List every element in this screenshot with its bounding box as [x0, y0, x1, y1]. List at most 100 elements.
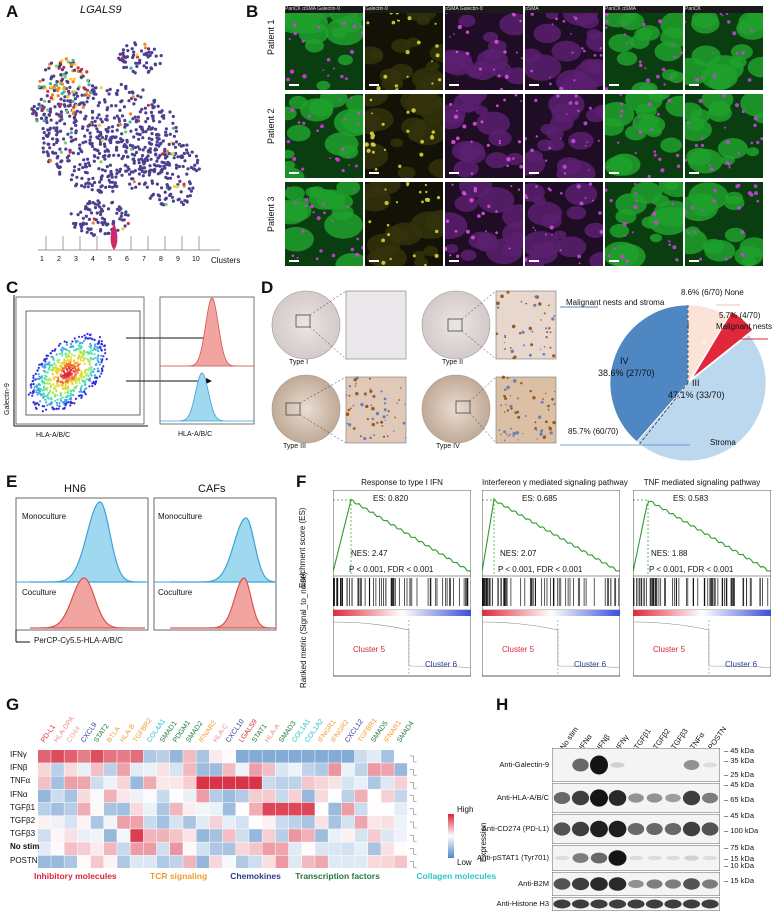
cytometry-event: [38, 363, 41, 366]
tsne-point: [42, 112, 46, 116]
ihc-speck: [383, 397, 387, 401]
tsne-point: [87, 83, 91, 87]
heatmap-cell: [77, 750, 91, 763]
heatmap-cell: [183, 802, 196, 816]
heatmap-cell: [381, 816, 394, 829]
cytometry-event: [51, 349, 54, 353]
tsne-point: [131, 117, 135, 121]
condition-label: TGFβ2: [10, 816, 36, 825]
cytometry-event: [33, 385, 36, 388]
ihc-speck: [545, 392, 547, 394]
micrograph: PanCK αSMA Galectin-9: [285, 6, 363, 90]
cytometry-event: [79, 342, 82, 345]
ihc-speck: [517, 415, 521, 419]
tsne-point: [137, 158, 141, 162]
tsne-point: [99, 160, 103, 164]
tsne-point: [124, 55, 128, 60]
tsne-point: [66, 95, 70, 99]
tsne-point: [62, 65, 66, 69]
tsne-point: [141, 88, 145, 92]
heatmap-cell: [236, 855, 249, 868]
ihc-speck: [531, 330, 534, 333]
heatmap-cell: [51, 816, 64, 829]
tsne-point: [128, 120, 132, 124]
cytometry-event: [54, 388, 57, 391]
heatmap-cell: [222, 802, 236, 816]
tsne-point: [152, 163, 156, 167]
ihc-speck: [506, 409, 510, 412]
cytometry-event: [73, 354, 76, 357]
pie-iv-pct: 38.6% (27/70): [598, 368, 655, 378]
tsne-point: [108, 163, 112, 167]
tsne-point: [152, 169, 156, 174]
cytometry-event: [56, 398, 59, 401]
tsne-point: [93, 154, 97, 158]
heatmap-cell: [156, 763, 170, 776]
ihc-speck: [506, 377, 509, 379]
blot-band: [664, 899, 682, 909]
cytometry-event: [71, 389, 74, 392]
scale-bar: [369, 260, 379, 262]
gsea-cluster5: Cluster 5: [653, 645, 686, 654]
tsne-point: [73, 62, 77, 67]
heatmap-cell: [275, 763, 289, 776]
cytometry-event: [69, 401, 72, 404]
category-label: Chemokines: [230, 871, 281, 881]
tsne-point: [183, 159, 187, 163]
tsne-point: [174, 163, 178, 167]
blot-band: [553, 822, 571, 836]
cytometry-event: [63, 363, 66, 366]
ihc-speck: [500, 433, 502, 436]
cytometry-event: [49, 378, 53, 381]
cytometry-event: [55, 389, 58, 393]
ihc-speck: [543, 346, 546, 348]
tsne-point: [135, 132, 139, 136]
micrograph: [285, 94, 363, 178]
tsne-point: [109, 141, 113, 145]
blot-label: Anti-pSTAT1 (Tyr701): [477, 853, 549, 862]
cytometry-event: [48, 377, 51, 380]
tsne-point: [41, 78, 45, 82]
cytometry-event: [43, 405, 46, 408]
cytometry-event: [67, 385, 70, 388]
heatmap-cell: [170, 763, 183, 776]
tsne-point: [160, 167, 164, 171]
cytometry-event: [103, 345, 106, 348]
tsne-point: [58, 170, 62, 174]
blot-strip: [552, 814, 720, 844]
ihc-speck: [543, 312, 546, 315]
ihc-speck: [366, 418, 369, 421]
heatmap-cell: [209, 829, 223, 842]
ihc-speck: [347, 408, 351, 412]
ihc-speck: [504, 336, 507, 339]
tsne-point: [63, 141, 67, 145]
tsne-point: [73, 225, 77, 229]
cytometry-event: [44, 398, 47, 401]
heatmap-cell: [288, 855, 302, 868]
blot-band: [702, 879, 718, 889]
tsne-point: [119, 140, 124, 144]
tsne-point: [72, 169, 76, 173]
tsne-point: [36, 107, 40, 111]
ihc-speck: [352, 404, 355, 407]
heatmap-cell: [328, 776, 342, 790]
blot-band: [608, 820, 627, 838]
scale-bar: [449, 172, 459, 174]
cytometry-event: [61, 396, 64, 399]
heatmap-cell: [156, 816, 170, 829]
tsne-point: [88, 208, 92, 212]
heatmap-cell: [130, 776, 144, 790]
tsne-point: [159, 110, 163, 114]
scale-bar: [369, 172, 379, 174]
ihc-speck: [510, 349, 515, 354]
heatmap-cell: [341, 842, 355, 856]
tsne-point: [74, 104, 79, 108]
cytometry-event: [66, 368, 69, 371]
tsne-point: [120, 99, 124, 103]
tsne-point: [103, 100, 107, 104]
ihc-speck: [540, 400, 544, 404]
heatmap-cell: [381, 789, 394, 803]
heatmap-cell: [196, 750, 210, 763]
blot-band: [646, 793, 663, 803]
heatmap-cell: [117, 750, 130, 763]
